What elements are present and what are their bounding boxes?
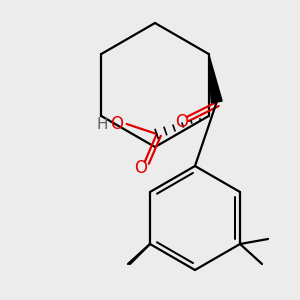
Text: H: H xyxy=(97,116,108,131)
Text: O: O xyxy=(175,113,188,131)
Text: O: O xyxy=(134,159,147,177)
Text: O: O xyxy=(110,115,123,133)
Polygon shape xyxy=(209,54,222,103)
